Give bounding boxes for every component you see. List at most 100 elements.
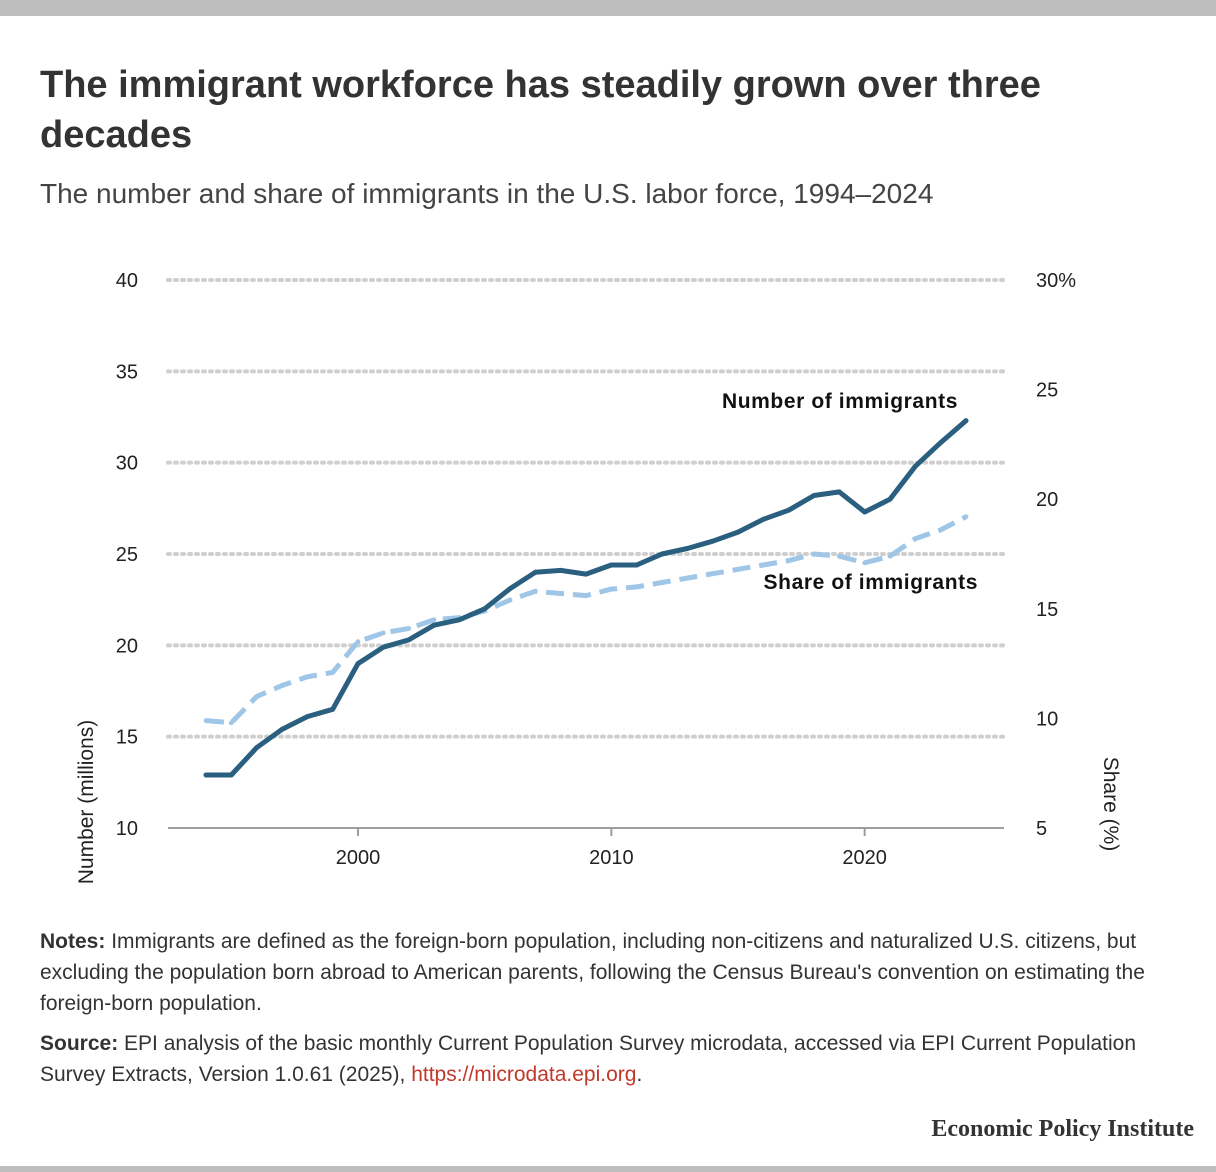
- y-tick-label-right: 5: [1036, 818, 1047, 840]
- x-tick-label: 2020: [842, 847, 887, 869]
- data-point: [203, 718, 209, 723]
- share-series: [203, 514, 969, 726]
- series-line: [205, 514, 968, 726]
- data-point: [963, 418, 969, 424]
- y-tick-label-right: 20: [1036, 489, 1058, 511]
- data-point: [963, 514, 969, 520]
- y-tick-label-left: 20: [116, 635, 138, 657]
- data-point: [228, 772, 234, 778]
- y-tick-label-right: 15: [1036, 599, 1058, 621]
- y-tick-label-right: 10: [1036, 708, 1058, 730]
- number-series: [203, 418, 969, 778]
- series-label-number: Number of immigrants: [722, 390, 958, 413]
- source-end: .: [636, 1063, 643, 1086]
- chart-title: The immigrant workforce has steadily gro…: [40, 64, 1041, 156]
- line-chart: 10 15 20 25 30 35 40 5 10 15 20 25 30% 2000 2010 2020 N…: [75, 270, 1122, 885]
- data-point: [811, 551, 817, 557]
- data-point: [912, 463, 918, 469]
- data-point: [684, 575, 690, 581]
- data-point: [836, 553, 842, 559]
- data-point: [938, 527, 944, 533]
- data-point: [811, 493, 817, 498]
- data-point: [304, 674, 310, 680]
- data-point: [862, 509, 868, 515]
- data-point: [735, 566, 741, 572]
- data-point: [710, 538, 716, 544]
- data-point: [279, 683, 285, 688]
- data-point: [862, 560, 868, 566]
- data-point: [887, 553, 893, 559]
- data-point: [254, 694, 260, 699]
- data-point: [659, 580, 665, 585]
- source-label: Source:: [40, 1032, 119, 1055]
- data-point: [887, 496, 893, 502]
- data-point: [431, 617, 437, 623]
- y-tick-label-left: 30: [116, 453, 138, 475]
- data-point: [912, 536, 918, 542]
- y-tick-label-left: 40: [116, 270, 138, 292]
- data-point: [380, 644, 386, 650]
- y-tick-label-left: 15: [116, 727, 138, 749]
- notes-section: Notes: Immigrants are defined as the for…: [40, 926, 1160, 1099]
- data-point: [583, 571, 589, 577]
- data-point: [431, 622, 437, 628]
- data-point: [330, 706, 336, 712]
- data-point: [203, 772, 209, 778]
- data-point: [786, 507, 792, 513]
- y-axis-right-title: Share (%): [1099, 757, 1122, 852]
- gridlines: [166, 278, 1006, 739]
- data-point: [406, 626, 412, 631]
- data-point: [330, 670, 336, 675]
- y-tick-label-right: 30%: [1036, 270, 1076, 292]
- bottom-bar: [0, 1166, 1216, 1172]
- data-point: [938, 440, 944, 445]
- data-point: [634, 562, 640, 568]
- data-point: [507, 597, 513, 603]
- data-point: [558, 591, 564, 596]
- data-point: [456, 617, 462, 623]
- top-bar: [0, 0, 1216, 16]
- data-point: [608, 586, 614, 592]
- data-point: [304, 714, 310, 719]
- data-point: [735, 529, 741, 535]
- data-point: [608, 562, 614, 568]
- data-point: [760, 516, 766, 522]
- data-point: [532, 588, 538, 594]
- data-point: [583, 593, 589, 598]
- chart-subtitle: The number and share of immigrants in th…: [40, 178, 934, 209]
- brand-logo: Economic Policy Institute: [931, 1116, 1194, 1142]
- y-tick-label-left: 25: [116, 544, 138, 566]
- data-point: [836, 489, 842, 495]
- data-point: [380, 630, 386, 636]
- data-point: [279, 727, 285, 732]
- data-point: [634, 584, 640, 590]
- source-text: EPI analysis of the basic monthly Curren…: [40, 1032, 1137, 1086]
- data-point: [760, 562, 766, 568]
- y-tick-label-right: 25: [1036, 380, 1058, 402]
- data-point: [507, 586, 513, 592]
- data-point: [406, 637, 412, 643]
- data-point: [710, 571, 716, 577]
- data-point: [558, 568, 564, 573]
- data-point: [684, 546, 690, 551]
- data-point: [532, 569, 538, 575]
- data-point: [228, 720, 234, 726]
- axes: 10 15 20 25 30 35 40 5 10 15 20 25 30% 2000 2010 2020: [116, 270, 1076, 869]
- notes-label: Notes:: [40, 930, 106, 953]
- notes-paragraph: Notes: Immigrants are defined as the for…: [40, 926, 1160, 1019]
- data-point: [355, 639, 361, 645]
- data-point: [254, 745, 260, 750]
- notes-text: Immigrants are defined as the foreign-bo…: [40, 930, 1145, 1015]
- data-point: [355, 661, 361, 666]
- source-paragraph: Source: EPI analysis of the basic monthl…: [40, 1028, 1160, 1090]
- data-point: [659, 551, 665, 557]
- source-link[interactable]: https://microdata.epi.org: [411, 1063, 637, 1086]
- y-tick-label-left: 10: [116, 818, 138, 840]
- y-axis-left-title: Number (millions): [75, 720, 98, 885]
- y-tick-label-left: 35: [116, 361, 138, 383]
- data-point: [786, 558, 792, 563]
- x-tick-label: 2000: [336, 847, 381, 869]
- series-label-share: Share of immigrants: [764, 571, 978, 594]
- x-tick-label: 2010: [589, 847, 634, 869]
- data-point: [482, 606, 488, 612]
